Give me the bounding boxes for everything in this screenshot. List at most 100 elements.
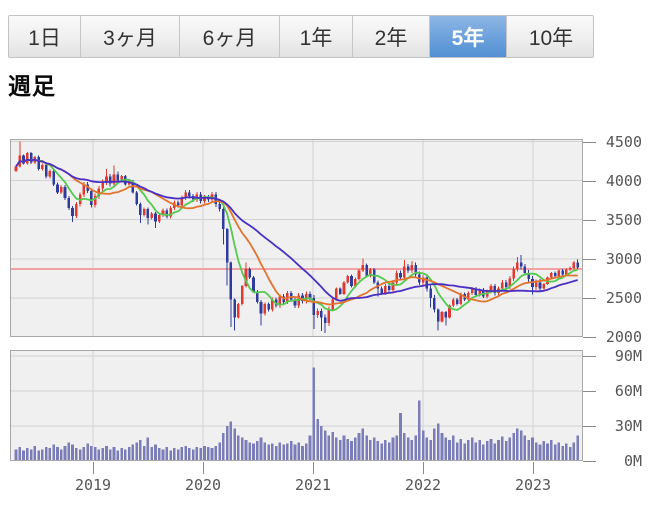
volume-bar bbox=[108, 449, 112, 461]
volume-bar bbox=[455, 442, 459, 461]
volume-bar bbox=[22, 450, 25, 461]
volume-axis-label: 30M bbox=[614, 417, 642, 435]
candle-body bbox=[436, 309, 440, 322]
volume-bar bbox=[380, 443, 383, 461]
volume-bar bbox=[410, 440, 414, 461]
candle-body bbox=[75, 204, 78, 216]
volume-bar bbox=[33, 445, 37, 461]
candle-body bbox=[316, 311, 319, 316]
volume-bar bbox=[112, 447, 116, 461]
volume-bar bbox=[463, 443, 466, 461]
candle-body bbox=[26, 153, 29, 164]
volume-bar bbox=[485, 441, 489, 461]
candle-body bbox=[568, 268, 572, 270]
candle-body bbox=[308, 293, 312, 298]
candle-body bbox=[203, 197, 206, 201]
axis-tick bbox=[583, 142, 596, 143]
candle-body bbox=[255, 291, 259, 302]
volume-bar bbox=[229, 421, 233, 461]
candle-body bbox=[467, 293, 470, 300]
axis-tick bbox=[583, 461, 596, 462]
volume-bar bbox=[331, 431, 334, 461]
volume-bar bbox=[553, 444, 557, 461]
candle-body bbox=[561, 270, 564, 275]
volume-bar bbox=[357, 433, 361, 461]
volume-bar bbox=[323, 430, 327, 461]
volume-bar bbox=[293, 444, 297, 461]
volume-bar bbox=[26, 448, 29, 461]
candle-body bbox=[512, 268, 515, 279]
volume-bar bbox=[199, 448, 203, 461]
volume-bar bbox=[550, 440, 553, 461]
volume-bar bbox=[568, 447, 572, 461]
candle-body bbox=[338, 288, 342, 294]
tab-2y[interactable]: 2年 bbox=[353, 16, 430, 57]
tab-1d[interactable]: 1日 bbox=[9, 16, 81, 57]
tab-6mo[interactable]: 6ヶ月 bbox=[180, 16, 280, 57]
volume-bar bbox=[75, 448, 78, 461]
tab-10y[interactable]: 10年 bbox=[507, 16, 593, 57]
candle-body bbox=[553, 272, 557, 277]
volume-bar bbox=[101, 448, 105, 461]
candle-body bbox=[470, 288, 474, 294]
candle-body bbox=[259, 301, 263, 314]
candle-body bbox=[425, 277, 429, 289]
candle-body bbox=[263, 304, 267, 314]
volume-bar bbox=[120, 448, 123, 461]
volume-bar bbox=[105, 445, 108, 461]
tab-5y[interactable]: 5年 bbox=[430, 16, 507, 57]
candle-body bbox=[384, 286, 387, 294]
page-title: 週足 bbox=[8, 73, 56, 99]
candle-body bbox=[406, 266, 410, 271]
candle-body bbox=[320, 311, 323, 318]
tab-1y[interactable]: 1年 bbox=[280, 16, 353, 57]
candle-body bbox=[101, 182, 105, 189]
candle-body bbox=[527, 272, 530, 280]
candle-body bbox=[52, 171, 55, 185]
axis-tick bbox=[583, 337, 596, 338]
price-chart[interactable] bbox=[10, 139, 583, 337]
volume-bar bbox=[497, 440, 500, 461]
candle-body bbox=[180, 197, 184, 206]
candle-body bbox=[500, 282, 504, 289]
volume-bar bbox=[395, 435, 399, 461]
period-tab-bar: 1日 3ヶ月 6ヶ月 1年 2年 5年 10年 bbox=[8, 15, 594, 58]
candle-body bbox=[229, 262, 233, 300]
candle-body bbox=[188, 192, 191, 197]
volume-bar bbox=[124, 449, 127, 461]
axis-tick bbox=[583, 391, 596, 392]
candle-body bbox=[489, 286, 493, 292]
volume-bar bbox=[289, 441, 293, 461]
volume-bar bbox=[361, 428, 365, 461]
candle-body bbox=[105, 176, 108, 183]
volume-bar bbox=[444, 437, 448, 461]
volume-bar bbox=[467, 440, 470, 461]
volume-bar bbox=[546, 443, 549, 461]
volume-bar bbox=[127, 447, 131, 461]
price-axis-label: 3500 bbox=[605, 211, 642, 229]
volume-axis-label: 90M bbox=[614, 347, 642, 365]
volume-chart[interactable] bbox=[10, 350, 583, 461]
volume-bar bbox=[534, 442, 538, 461]
candle-body bbox=[225, 229, 229, 263]
candle-body bbox=[142, 208, 146, 216]
price-grid bbox=[10, 139, 583, 337]
candle-body bbox=[22, 155, 25, 164]
volume-bar bbox=[165, 447, 169, 461]
volume-bar bbox=[399, 413, 402, 461]
candle-body bbox=[41, 164, 44, 169]
volume-bar bbox=[508, 437, 512, 461]
candle-body bbox=[433, 297, 436, 310]
tab-3mo[interactable]: 3ヶ月 bbox=[81, 16, 180, 57]
candle-body bbox=[550, 272, 553, 278]
volume-bar bbox=[173, 448, 176, 461]
volume-bar bbox=[240, 437, 244, 461]
volume-bar bbox=[384, 440, 387, 461]
candle-body bbox=[165, 210, 169, 217]
axis-tick bbox=[583, 220, 596, 221]
price-axis-label: 4000 bbox=[605, 172, 642, 190]
volume-bar bbox=[572, 442, 576, 461]
candle-body bbox=[516, 262, 519, 269]
candle-body bbox=[150, 213, 154, 219]
candle-body bbox=[576, 262, 579, 268]
